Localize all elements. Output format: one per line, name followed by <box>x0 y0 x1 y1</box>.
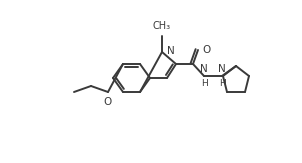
Text: O: O <box>104 97 112 107</box>
Text: CH₃: CH₃ <box>153 21 171 31</box>
Text: N: N <box>200 64 208 74</box>
Text: O: O <box>202 45 210 55</box>
Text: N: N <box>167 46 175 56</box>
Text: H: H <box>219 79 225 88</box>
Text: H: H <box>201 79 207 88</box>
Text: N: N <box>218 64 226 74</box>
